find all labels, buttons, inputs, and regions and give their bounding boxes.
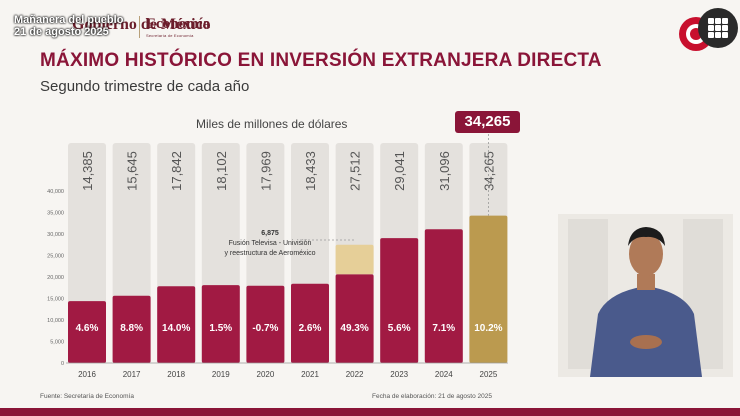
y-tick-label: 30,000 bbox=[47, 232, 64, 238]
bar bbox=[201, 285, 240, 363]
bar bbox=[246, 285, 285, 363]
bar bbox=[68, 301, 106, 363]
annotation-value: 6,875 bbox=[261, 230, 279, 237]
x-tick-label: 2024 bbox=[435, 370, 453, 379]
value-label: 31,096 bbox=[437, 151, 452, 191]
annotation-text-line1: Fusión Televisa - Univisión bbox=[229, 240, 312, 247]
x-tick-label: 2018 bbox=[167, 370, 185, 379]
bar bbox=[291, 283, 329, 363]
value-label: 17,842 bbox=[169, 151, 184, 191]
y-tick-label: 40,000 bbox=[47, 189, 64, 195]
growth-label: 2.6% bbox=[299, 323, 322, 334]
x-tick-label: 2016 bbox=[78, 370, 96, 379]
value-label: 17,969 bbox=[258, 151, 273, 191]
source-note: Fuente: Secretaría de Economía bbox=[40, 393, 134, 400]
x-tick-label: 2023 bbox=[390, 370, 408, 379]
date-note: Fecha de elaboración: 21 de agosto 2025 bbox=[372, 393, 492, 400]
growth-label: -0.7% bbox=[252, 323, 278, 334]
bar bbox=[469, 215, 508, 363]
value-label: 34,265 bbox=[481, 151, 496, 191]
interpreter-figure bbox=[558, 214, 733, 377]
y-tick-label: 20,000 bbox=[47, 275, 64, 281]
highlight-value-badge: 34,265 bbox=[455, 111, 520, 133]
growth-label: 7.1% bbox=[432, 323, 455, 334]
y-tick-label: 10,000 bbox=[47, 318, 64, 324]
slide-title: MÁXIMO HISTÓRICO EN INVERSIÓN EXTRANJERA… bbox=[40, 50, 602, 71]
logo-separator bbox=[139, 16, 140, 38]
x-tick-label: 2021 bbox=[301, 370, 319, 379]
bar bbox=[112, 295, 151, 363]
ministry-subtitle: Secretaría de Economía bbox=[146, 33, 194, 38]
y-tick-label: 25,000 bbox=[47, 254, 64, 260]
growth-label: 1.5% bbox=[209, 323, 232, 334]
growth-label: 14.0% bbox=[162, 323, 190, 334]
x-tick-label: 2020 bbox=[257, 370, 275, 379]
slide-subtitle: Segundo trimestre de cada año bbox=[40, 78, 250, 95]
value-label: 14,385 bbox=[80, 151, 95, 191]
unit-label: Miles de millones de dólares bbox=[196, 117, 348, 131]
value-label: 29,041 bbox=[392, 151, 407, 191]
value-label: 27,512 bbox=[348, 151, 363, 191]
x-tick-label: 2022 bbox=[346, 370, 364, 379]
grid-menu-icon[interactable] bbox=[698, 8, 738, 48]
x-tick-label: 2025 bbox=[480, 370, 498, 379]
broadcast-overlay: Mañanera del pueblo 21 de agosto 2025 bbox=[14, 14, 123, 38]
bar bbox=[380, 238, 419, 363]
broadcast-overlay-title: Mañanera del pueblo bbox=[14, 14, 124, 26]
y-tick-label: 0 bbox=[61, 361, 64, 367]
broadcast-overlay-date: 21 de agosto 2025 bbox=[14, 26, 109, 38]
bar-stacked-extra bbox=[335, 244, 374, 275]
sign-language-interpreter-video bbox=[558, 214, 733, 377]
growth-label: 8.8% bbox=[120, 323, 143, 334]
value-label: 15,645 bbox=[125, 151, 140, 191]
value-label: 18,433 bbox=[303, 151, 318, 191]
x-tick-label: 2017 bbox=[123, 370, 141, 379]
bottom-bar bbox=[0, 408, 740, 416]
bar bbox=[335, 274, 374, 363]
growth-label: 5.6% bbox=[388, 323, 411, 334]
annotation-text-line2: y reestructura de Aeroméxico bbox=[224, 250, 315, 257]
y-tick-label: 15,000 bbox=[47, 297, 64, 303]
government-logo: Gobierno de México bbox=[72, 16, 211, 33]
bar bbox=[424, 229, 463, 363]
growth-label: 49.3% bbox=[340, 323, 368, 334]
bar bbox=[157, 286, 196, 363]
x-tick-label: 2019 bbox=[212, 370, 230, 379]
ministry-logo: Economía bbox=[146, 16, 211, 32]
y-tick-label: 5,000 bbox=[50, 340, 64, 346]
growth-label: 4.6% bbox=[76, 323, 99, 334]
y-tick-label: 35,000 bbox=[47, 211, 64, 217]
growth-label: 10.2% bbox=[474, 323, 502, 334]
value-label: 18,102 bbox=[214, 151, 229, 191]
